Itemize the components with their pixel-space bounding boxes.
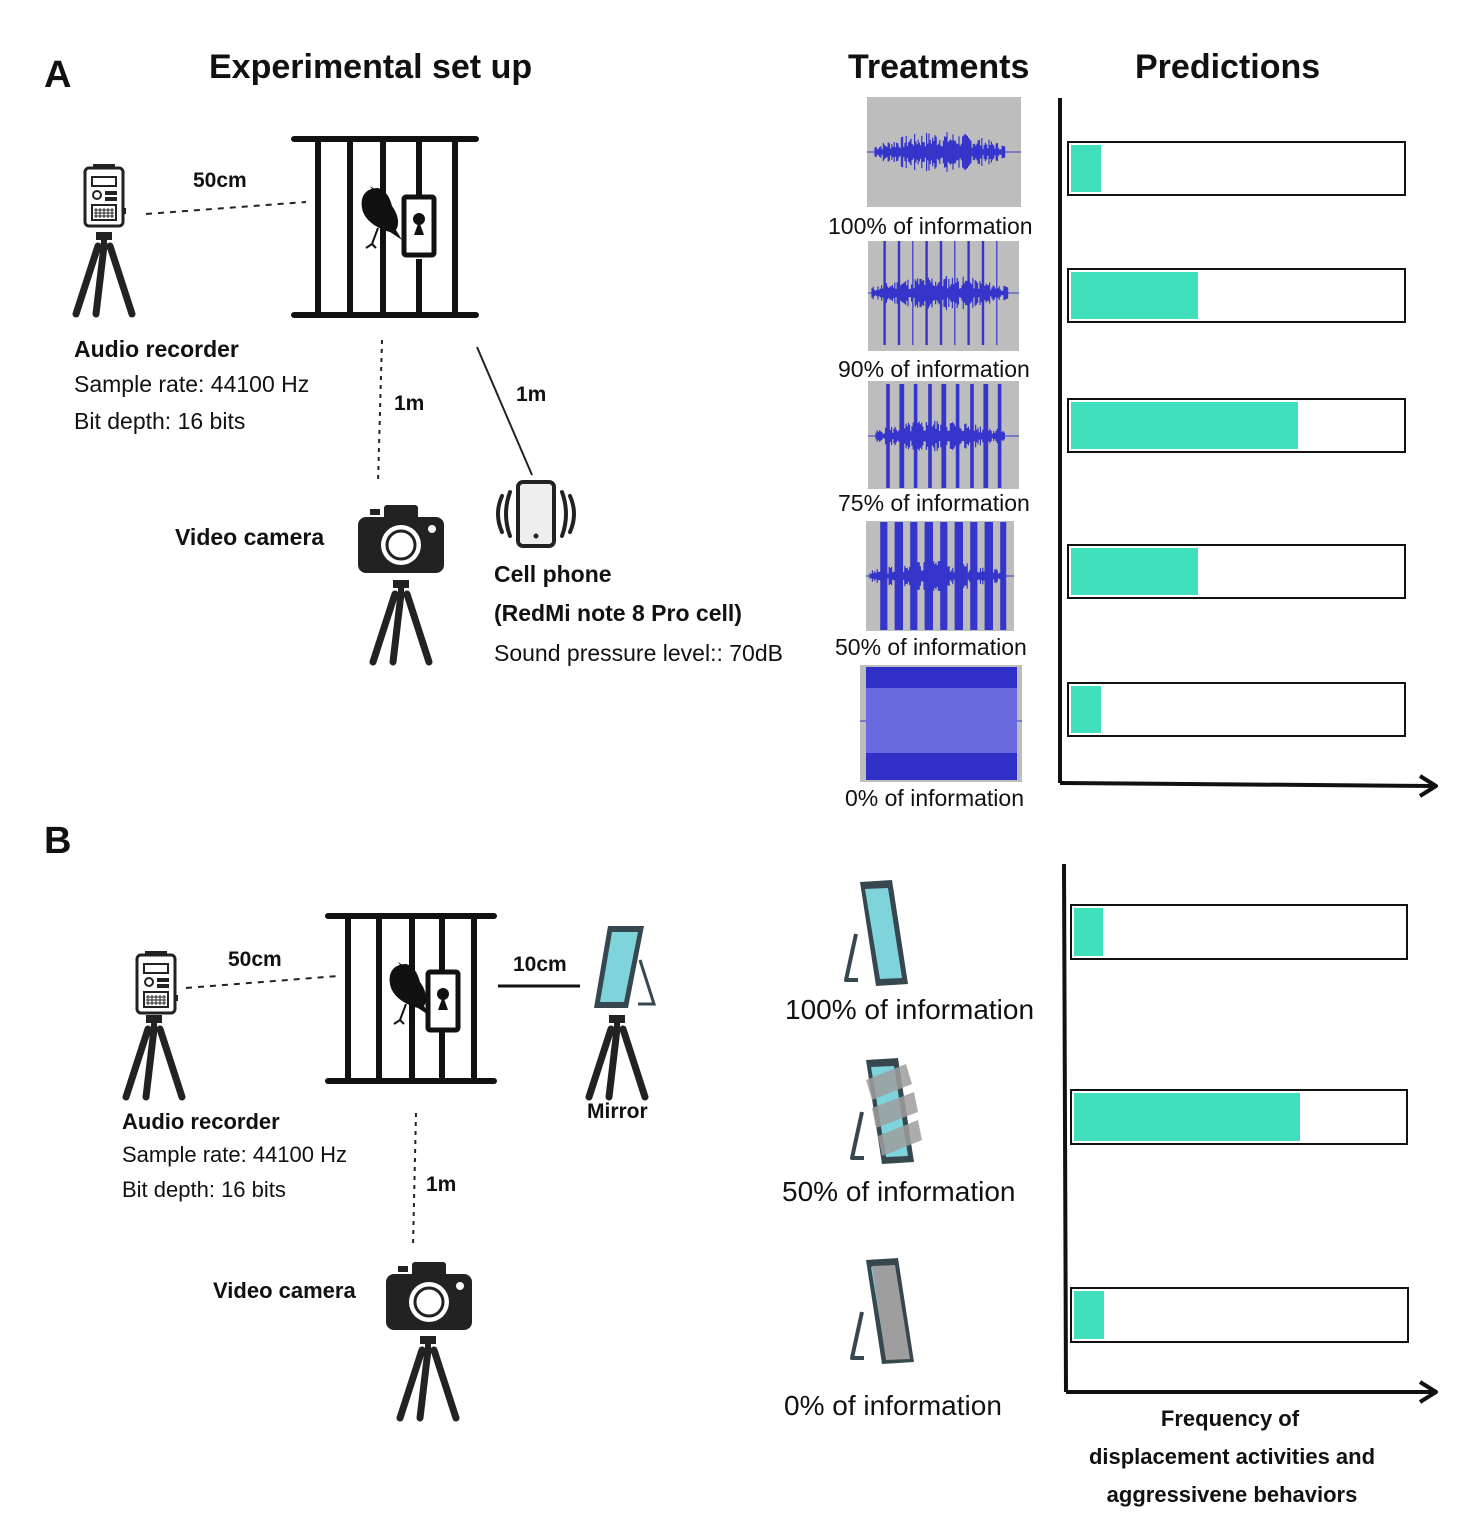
prediction-axes-b bbox=[1062, 863, 1438, 1404]
tripod-icon bbox=[126, 1015, 182, 1097]
audio-sample-rate-b: Sample rate: 44100 Hz bbox=[122, 1142, 348, 1167]
cell-phone-icon bbox=[496, 480, 576, 548]
prediction-fill bbox=[1074, 1291, 1104, 1339]
waveform-75 bbox=[868, 381, 1019, 489]
prediction-bar-a-3 bbox=[1067, 398, 1406, 453]
heading-treatments: Treatments bbox=[848, 48, 1030, 86]
video-camera-label-a: Video camera bbox=[175, 524, 325, 550]
bird-icon bbox=[388, 961, 431, 1025]
prediction-bar-a-5 bbox=[1067, 682, 1406, 737]
phone-spl: Sound pressure level:: 70dB bbox=[494, 640, 783, 666]
prediction-fill bbox=[1071, 145, 1101, 192]
phone-model: (RedMi note 8 Pro cell) bbox=[494, 600, 742, 626]
distance-camera-a: 1m bbox=[394, 392, 425, 415]
treatment-label-a-5: 0% of information bbox=[845, 785, 1024, 811]
distance-audio-a: 50cm bbox=[193, 169, 247, 192]
prediction-fill bbox=[1071, 548, 1198, 595]
tripod-icon bbox=[76, 232, 132, 314]
prediction-fill bbox=[1071, 686, 1101, 733]
audio-recorder-icon bbox=[83, 162, 128, 228]
waveform-50 bbox=[866, 521, 1014, 631]
prediction-fill bbox=[1071, 272, 1198, 319]
prediction-fill bbox=[1074, 1093, 1301, 1141]
mirror-label: Mirror bbox=[587, 1100, 648, 1123]
treatment-label-a-3: 75% of information bbox=[838, 490, 1030, 516]
heading-setup: Experimental set up bbox=[209, 48, 533, 86]
prediction-fill bbox=[1071, 402, 1299, 449]
video-camera-label-b: Video camera bbox=[213, 1278, 356, 1303]
waveform-100 bbox=[867, 97, 1021, 207]
prediction-fill bbox=[1074, 908, 1104, 956]
prediction-bar-a-1 bbox=[1067, 141, 1406, 196]
treatment-label-a-2: 90% of information bbox=[838, 356, 1030, 382]
mirror-blocked-icon bbox=[850, 1256, 916, 1366]
audio-recorder-title-b: Audio recorder bbox=[122, 1109, 280, 1134]
audio-bit-depth-a: Bit depth: 16 bits bbox=[74, 408, 246, 434]
treatment-label-b-1: 100% of information bbox=[785, 994, 1035, 1025]
distance-mirror-b: 10cm bbox=[513, 953, 567, 976]
bird-icon bbox=[360, 185, 403, 249]
axis-label-line-2: displacement activities and bbox=[1088, 1444, 1376, 1469]
video-camera-icon bbox=[384, 1260, 474, 1332]
axis-label-line-3: aggressivene behaviors bbox=[1106, 1482, 1358, 1507]
audio-recorder-title-a: Audio recorder bbox=[74, 336, 239, 362]
audio-recorder-icon bbox=[135, 949, 180, 1015]
caged-phone-icon bbox=[428, 972, 458, 1030]
treatment-label-a-1: 100% of information bbox=[828, 213, 1033, 239]
panel-letter-b: B bbox=[44, 820, 72, 862]
prediction-bar-b-1 bbox=[1070, 904, 1408, 960]
distance-phone-a: 1m bbox=[516, 383, 547, 406]
prediction-axes-a bbox=[1058, 98, 1438, 798]
caged-phone-icon bbox=[404, 197, 434, 255]
waveform-0 bbox=[860, 665, 1022, 782]
video-camera-icon bbox=[356, 503, 446, 575]
cage-icon bbox=[325, 913, 497, 1084]
panel-letter-a: A bbox=[44, 54, 72, 96]
mirror-icon bbox=[594, 926, 657, 1008]
prediction-bar-b-3 bbox=[1070, 1287, 1409, 1343]
prediction-bar-a-2 bbox=[1067, 268, 1406, 323]
heading-predictions: Predictions bbox=[1135, 48, 1321, 86]
prediction-bar-a-4 bbox=[1067, 544, 1406, 599]
axis-label-line-1: Frequency of bbox=[1160, 1406, 1300, 1431]
treatment-label-a-4: 50% of information bbox=[835, 634, 1027, 660]
audio-sample-rate-a: Sample rate: 44100 Hz bbox=[74, 371, 310, 397]
audio-bit-depth-b: Bit depth: 16 bits bbox=[122, 1177, 286, 1202]
phone-title: Cell phone bbox=[494, 561, 612, 587]
mirror-half-icon bbox=[850, 1056, 922, 1166]
treatment-label-b-2: 50% of information bbox=[782, 1176, 1016, 1207]
mirror-full-icon bbox=[844, 878, 910, 988]
treatment-label-b-3: 0% of information bbox=[784, 1390, 1002, 1421]
distance-audio-b: 50cm bbox=[228, 948, 282, 971]
prediction-bar-b-2 bbox=[1070, 1089, 1408, 1145]
tripod-icon bbox=[589, 1015, 645, 1097]
distance-camera-b: 1m bbox=[426, 1173, 457, 1196]
tripod-icon bbox=[400, 1336, 456, 1418]
tripod-icon bbox=[373, 580, 429, 662]
waveform-90 bbox=[868, 241, 1019, 351]
